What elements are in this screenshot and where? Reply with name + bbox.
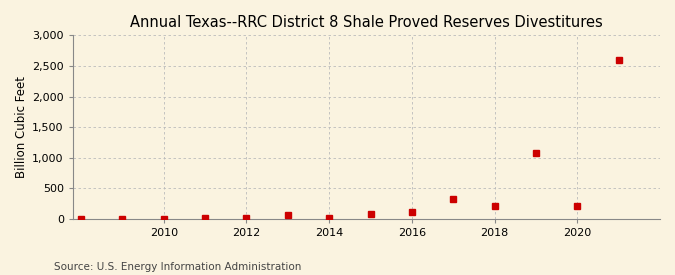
Title: Annual Texas--RRC District 8 Shale Proved Reserves Divestitures: Annual Texas--RRC District 8 Shale Prove… — [130, 15, 603, 30]
Y-axis label: Billion Cubic Feet: Billion Cubic Feet — [15, 76, 28, 178]
Text: Source: U.S. Energy Information Administration: Source: U.S. Energy Information Administ… — [54, 262, 301, 272]
